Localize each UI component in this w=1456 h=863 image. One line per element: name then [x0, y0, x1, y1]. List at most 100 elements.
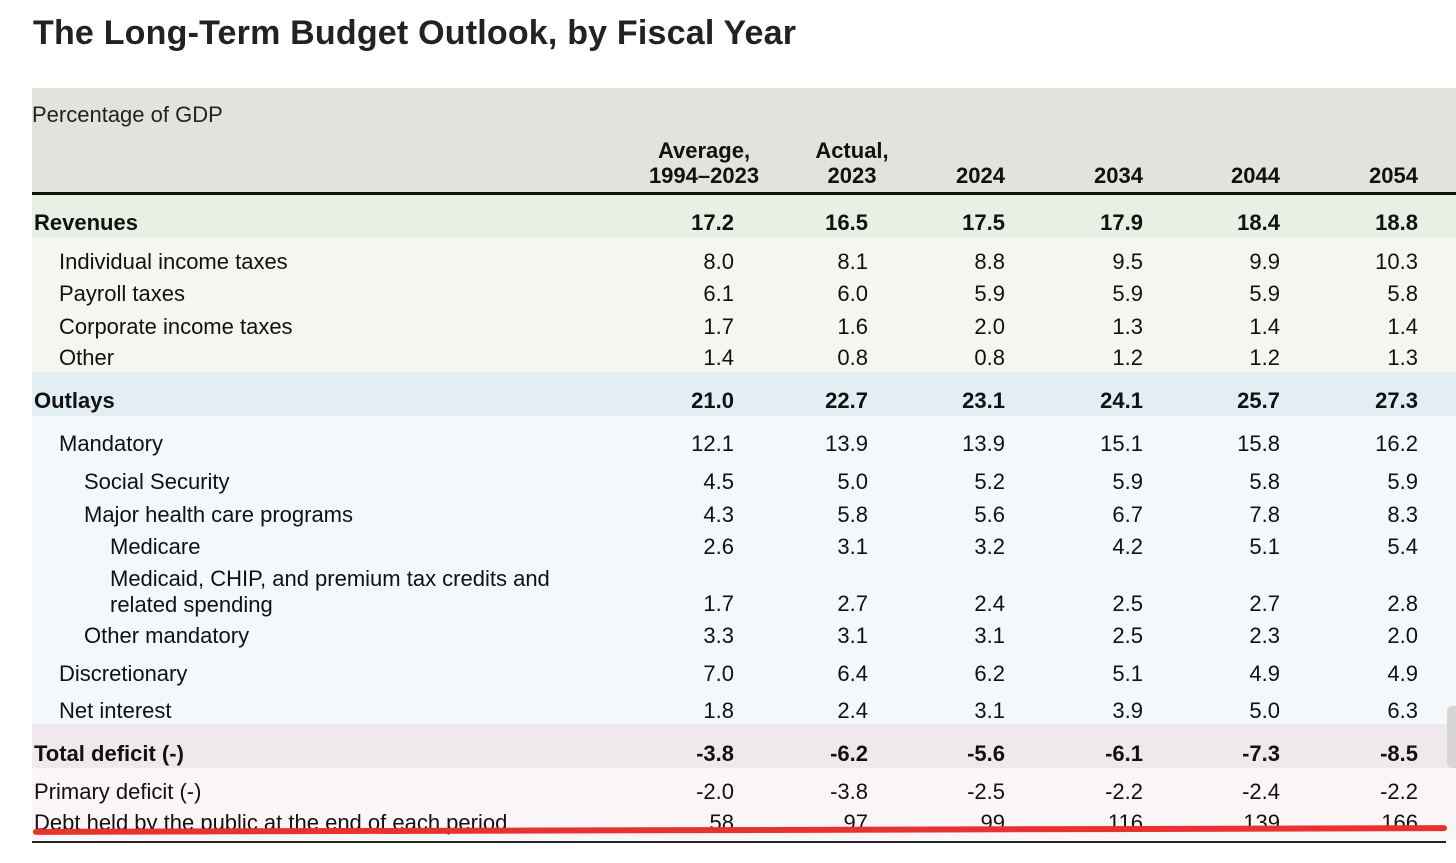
row-label: Medicare [110, 534, 200, 560]
cell-value: 5.4 [1387, 534, 1418, 559]
column-header-2034: 2034 [1094, 163, 1143, 188]
cell-value: 2.8 [1387, 591, 1418, 616]
cell-value: 5.9 [1112, 281, 1143, 306]
cell-value: -5.6 [967, 741, 1005, 766]
cell-value: -2.2 [1105, 779, 1143, 804]
cell-value: 0.8 [837, 345, 868, 370]
outlays-detail-band [32, 416, 1456, 724]
cell-value: 4.9 [1387, 661, 1418, 686]
column-header-2024: 2024 [956, 163, 1005, 188]
cell-value: 13.9 [962, 431, 1005, 456]
scrollbar-thumb[interactable] [1447, 706, 1456, 768]
cell-value: 24.1 [1100, 388, 1143, 413]
cell-value: 18.4 [1237, 210, 1280, 235]
column-header-2054: 2054 [1369, 163, 1418, 188]
cell-value: 0.8 [974, 345, 1005, 370]
cell-value: 5.6 [974, 502, 1005, 527]
cell-value: 166 [1381, 810, 1418, 835]
cell-value: 5.0 [837, 469, 868, 494]
cell-value: 2.0 [974, 314, 1005, 339]
column-header-average: Average, 1994–2023 [648, 138, 760, 188]
cell-value: 4.9 [1249, 661, 1280, 686]
row-label-text: Primary deficit (-) [34, 779, 202, 804]
cell-value: 3.2 [974, 534, 1005, 559]
column-header-2044: 2044 [1231, 163, 1280, 188]
unit-label: Percentage of GDP [32, 102, 223, 127]
cell-value: 3.1 [837, 623, 868, 648]
cell-value: 5.1 [1249, 534, 1280, 559]
cell-value: 7.0 [703, 661, 734, 686]
cell-value: 15.1 [1100, 431, 1143, 456]
cell-value: 3.1 [837, 534, 868, 559]
row-label-text: Corporate income taxes [59, 314, 293, 339]
row-label: Other mandatory [84, 623, 249, 649]
cell-value: 6.7 [1112, 502, 1143, 527]
cell-value: 9.5 [1112, 249, 1143, 274]
row-label: Outlays [34, 388, 115, 414]
cell-value: 18.8 [1375, 210, 1418, 235]
row-label-text: Other mandatory [84, 623, 250, 648]
cell-value: 5.8 [837, 502, 868, 527]
cell-value: -3.8 [830, 779, 868, 804]
row-label: Individual income taxes [59, 249, 288, 275]
cell-value: 16.5 [825, 210, 868, 235]
cell-value: 5.9 [1387, 469, 1418, 494]
cell-value: -2.2 [1380, 779, 1418, 804]
page-title: The Long-Term Budget Outlook, by Fiscal … [33, 14, 797, 52]
cell-value: 2.0 [1387, 623, 1418, 648]
cell-value: 9.9 [1249, 249, 1280, 274]
cell-value: 7.8 [1249, 502, 1280, 527]
row-label-text: Payroll taxes [59, 281, 185, 306]
row-label: Discretionary [59, 661, 187, 687]
row-label-text: Individual income taxes [59, 249, 288, 274]
row-label-text: Net interest [59, 698, 172, 723]
cell-value: 139 [1243, 810, 1280, 835]
cell-value: 6.4 [837, 661, 868, 686]
outlays-band [32, 372, 1456, 416]
row-label: Primary deficit (-) [34, 779, 201, 805]
cell-value: 6.2 [974, 661, 1005, 686]
cell-value: 2.4 [974, 591, 1005, 616]
cell-value: 2.3 [1249, 623, 1280, 648]
cell-value: 1.8 [703, 698, 734, 723]
row-label-text: Discretionary [59, 661, 188, 686]
cell-value: -2.5 [967, 779, 1005, 804]
cell-value: 8.0 [703, 249, 734, 274]
cell-value: 4.5 [703, 469, 734, 494]
cell-value: 1.4 [703, 345, 734, 370]
cell-value: 22.7 [825, 388, 868, 413]
column-header-actual-2023: Actual, 2023 [815, 138, 889, 188]
row-label: Major health care programs [84, 502, 353, 528]
cell-value: 2.5 [1112, 623, 1143, 648]
cell-value: 10.3 [1375, 249, 1418, 274]
row-label: Mandatory [59, 431, 163, 457]
cell-value: 8.8 [974, 249, 1005, 274]
cell-value: -8.5 [1380, 741, 1418, 766]
cell-value: -2.4 [1242, 779, 1280, 804]
cell-value: 1.7 [703, 314, 734, 339]
cell-value: 4.2 [1112, 534, 1143, 559]
cell-value: 1.7 [703, 591, 734, 616]
cell-value: 1.3 [1387, 345, 1418, 370]
cell-value: 1.2 [1112, 345, 1143, 370]
cell-value: -3.8 [696, 741, 734, 766]
cell-value: 5.9 [1249, 281, 1280, 306]
row-label: Other [59, 345, 114, 371]
cell-value: 21.0 [691, 388, 734, 413]
row-label-text: Medicare [110, 534, 201, 559]
cell-value: -6.1 [1105, 741, 1143, 766]
cell-value: 13.9 [825, 431, 868, 456]
cell-value: 6.1 [703, 281, 734, 306]
row-label: Corporate income taxes [59, 314, 293, 340]
cell-value: 4.3 [703, 502, 734, 527]
table-header: Percentage of GDP Average, 1994–2023 Act… [32, 88, 1456, 195]
cell-value: 1.3 [1112, 314, 1143, 339]
cell-value: 3.3 [703, 623, 734, 648]
cell-value: 1.6 [837, 314, 868, 339]
cell-value: 8.3 [1387, 502, 1418, 527]
cell-value: 5.1 [1112, 661, 1143, 686]
cell-value: -2.0 [696, 779, 734, 804]
cell-value: 2.7 [837, 591, 868, 616]
row-label-text: Outlays [34, 388, 115, 413]
cell-value: 5.8 [1249, 469, 1280, 494]
